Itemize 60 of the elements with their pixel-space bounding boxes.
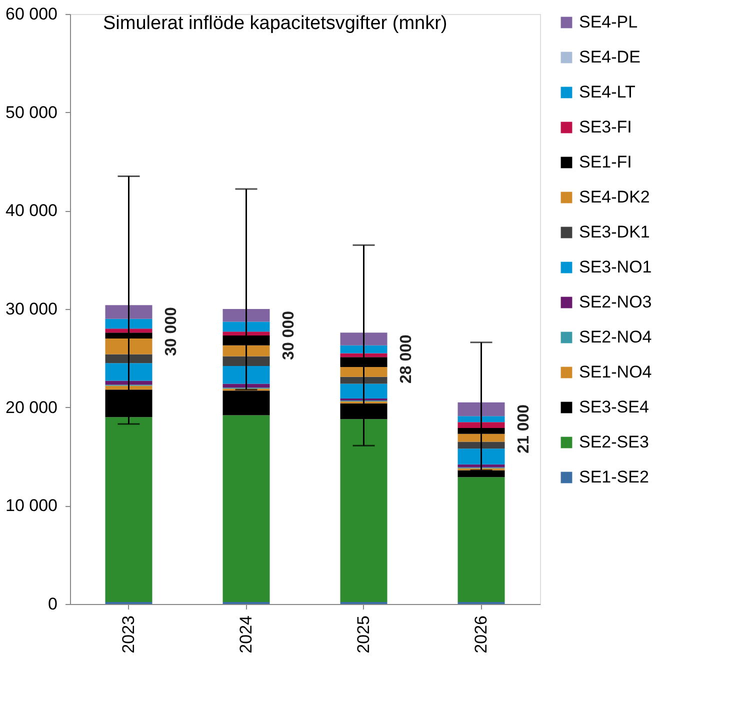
bar (105, 318, 152, 329)
y-tick-label: 30 000 (6, 300, 58, 318)
bar (458, 477, 505, 602)
bar (105, 328, 152, 333)
legend-label: SE2-SE3 (579, 432, 649, 452)
x-tick-label: 2023 (118, 616, 138, 654)
bar (222, 366, 270, 384)
bar (340, 419, 388, 602)
bar (222, 309, 270, 322)
bar (105, 386, 152, 390)
annotation: 30 000 (280, 310, 298, 360)
bar (105, 417, 152, 602)
annotation: 21 000 (515, 404, 532, 454)
annotation: 28 000 (398, 334, 415, 384)
legend-label: SE4-DE (579, 48, 640, 66)
bar (222, 345, 270, 356)
bar (340, 332, 388, 346)
bar (458, 464, 505, 468)
bar (105, 305, 152, 319)
bar (222, 332, 270, 336)
legend-label: SE4-PL (579, 12, 638, 32)
legend-label: SE1-FI (579, 152, 632, 172)
bar (458, 422, 505, 428)
bar (222, 322, 270, 332)
bar (340, 376, 388, 384)
bar (458, 416, 505, 422)
bar (222, 356, 270, 366)
legend-label: SE3-NO1 (579, 258, 652, 276)
legend-label: SE4-LT (579, 82, 636, 102)
bar (458, 402, 505, 416)
x-tick-label: 2025 (354, 616, 373, 654)
bar (222, 384, 270, 388)
legend-label: SE4-DK2 (579, 188, 650, 206)
y-tick-label: 40 000 (6, 201, 58, 220)
bar (340, 384, 388, 398)
bar (222, 415, 270, 602)
bar (105, 363, 152, 381)
legend-label: SE2-NO4 (579, 328, 652, 346)
bar (340, 345, 388, 354)
y-tick-label: 0 (48, 594, 58, 614)
legend-label: SE3-SE4 (579, 398, 649, 416)
x-tick-label: 2024 (236, 616, 256, 654)
bar (458, 448, 505, 464)
bar (458, 442, 505, 449)
annotation: 30 000 (162, 306, 180, 356)
x-tick-label: 2026 (471, 616, 490, 654)
y-tick-label: 10 000 (6, 496, 58, 516)
y-tick-label: 50 000 (6, 102, 58, 122)
bar (340, 367, 388, 377)
bar (458, 434, 505, 442)
legend-label: SE3-DK1 (579, 222, 650, 242)
legend-label: SE2-NO3 (579, 292, 652, 312)
legend-label: SE3-FI (579, 118, 632, 136)
chart-title: Simulerat inflöde kapacitetsvgifter (mnkr) (103, 13, 448, 34)
bar (105, 338, 152, 354)
bar (105, 354, 152, 364)
y-tick-label: 60 000 (6, 4, 58, 24)
y-tick-label: 20 000 (6, 398, 58, 417)
legend-label: SE1-NO4 (579, 362, 652, 382)
legend-label: SE1-SE2 (579, 468, 649, 486)
